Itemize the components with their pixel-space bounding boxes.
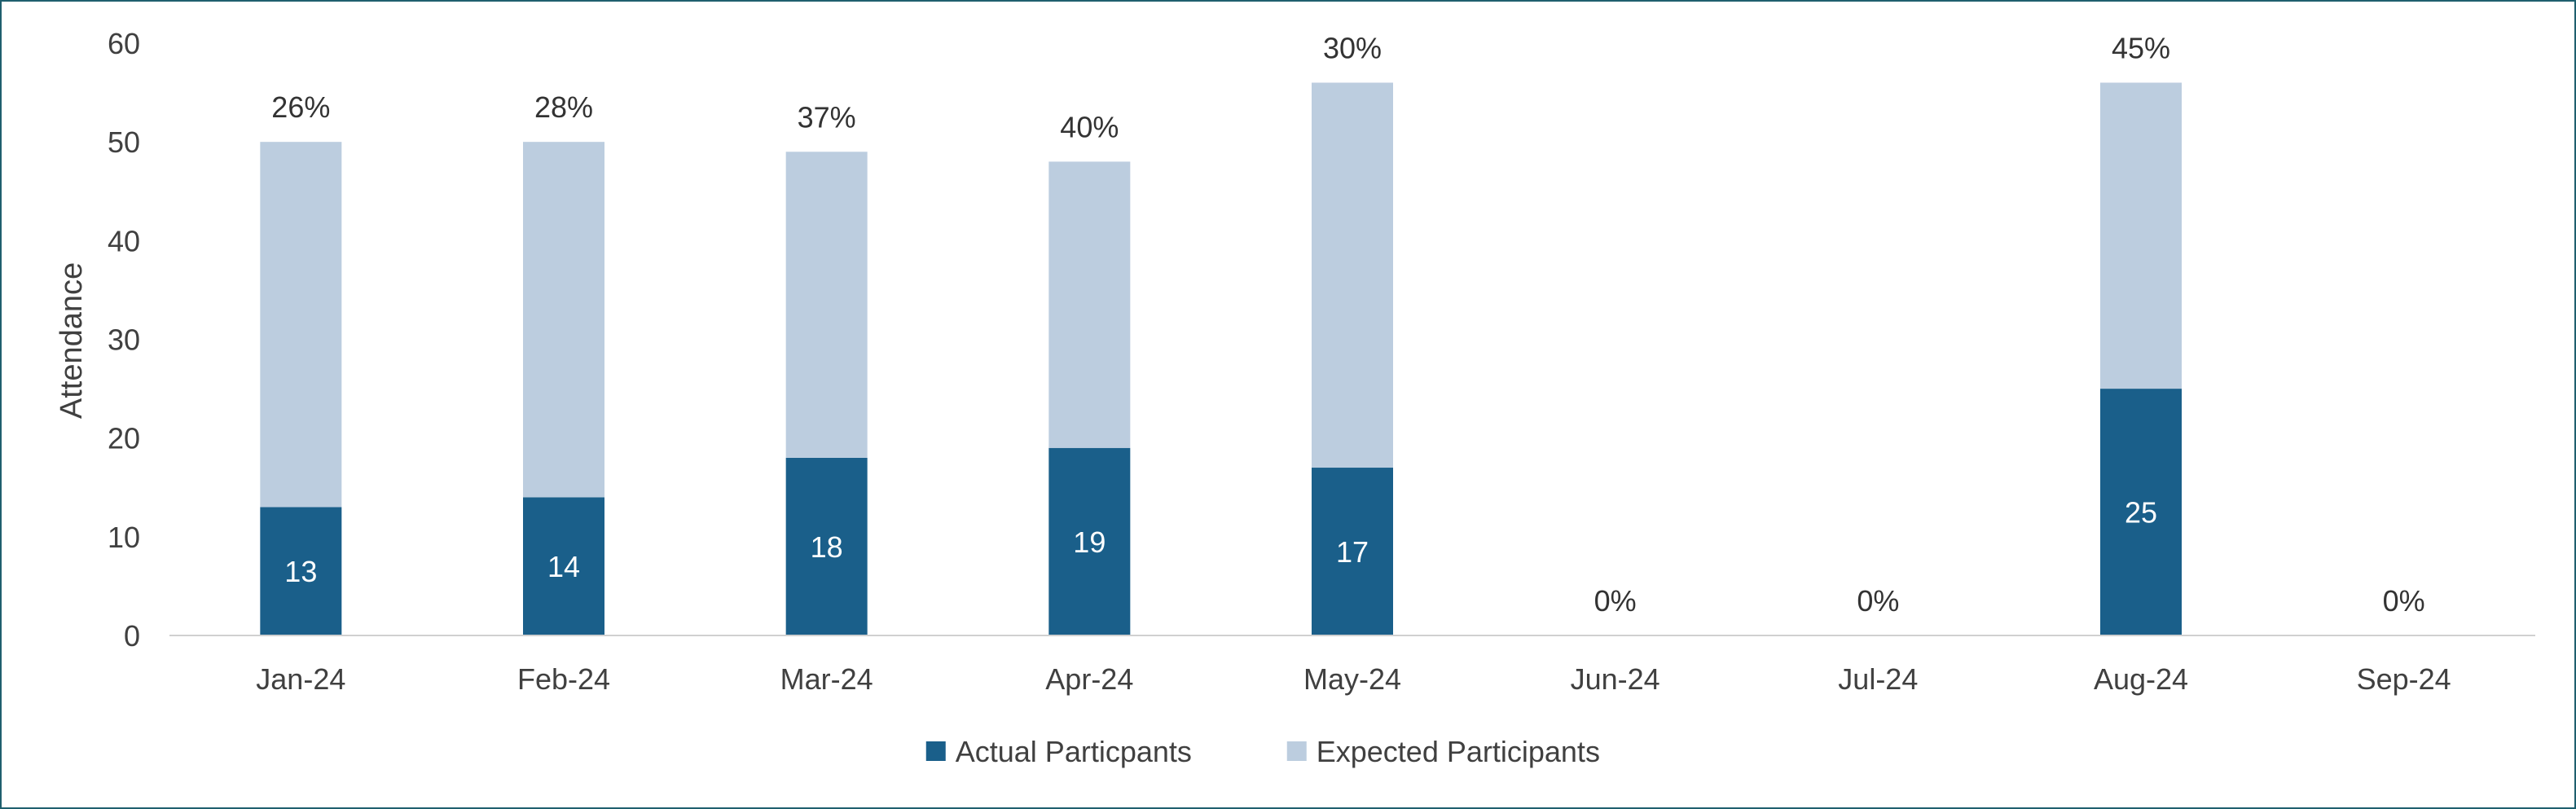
x-tick-label: Jul-24 <box>1838 662 1918 696</box>
legend-swatch <box>925 741 946 761</box>
y-axis-title: Attendance <box>55 262 89 419</box>
y-tick-label: 20 <box>108 422 140 455</box>
bar-expected-participants <box>1048 161 1131 448</box>
y-axis-ticks: 0 10 20 30 40 50 60 <box>108 27 140 653</box>
percent-label: 37% <box>798 100 856 134</box>
bar-actual-participants <box>1312 468 1393 635</box>
bar-expected-participants <box>2100 82 2182 389</box>
x-tick-label: Apr-24 <box>1045 662 1133 696</box>
bar-expected-participants <box>523 142 604 498</box>
percent-label: 0% <box>2383 584 2425 618</box>
percent-label: 0% <box>1857 584 1899 618</box>
x-axis-ticks: Jan-24 Feb-24 Mar-24 Apr-24 May-24 Jun-24 Jul-… <box>256 662 2451 696</box>
percent-label: 0% <box>1594 584 1637 618</box>
legend-swatch <box>1286 741 1307 761</box>
bar-actual-participants <box>1048 447 1131 635</box>
y-tick-label: 60 <box>108 27 140 60</box>
bar-value-label: 14 <box>547 550 580 583</box>
y-tick-label: 40 <box>108 224 140 257</box>
bar-actual-participants <box>2100 389 2182 635</box>
y-tick-label: 30 <box>108 323 140 357</box>
x-tick-label: Aug-24 <box>2094 662 2188 696</box>
bar-value-label: 17 <box>1336 535 1369 569</box>
bar-value-label: 18 <box>811 530 843 564</box>
bar-expected-participants <box>260 142 342 508</box>
y-tick-label: 0 <box>124 619 140 653</box>
y-axis-title-group: Attendance <box>55 262 89 419</box>
percent-label: 30% <box>1323 31 1382 64</box>
bar-actual-participants <box>260 507 342 635</box>
percent-label: 26% <box>271 90 330 124</box>
x-tick-label: Mar-24 <box>780 662 873 696</box>
x-tick-label: May-24 <box>1303 662 1401 696</box>
bars <box>260 82 2182 635</box>
bar-value-label: 19 <box>1073 525 1106 559</box>
y-tick-label: 50 <box>108 125 140 159</box>
bar-actual-participants <box>785 457 868 635</box>
x-tick-label: Jan-24 <box>256 662 345 696</box>
percent-labels: 26% 28% 37% 40% 30% 0% 0% 45% 0% <box>271 31 2424 618</box>
legend-label: Expected Participants <box>1317 735 1600 768</box>
x-tick-label: Jun-24 <box>1571 662 1660 696</box>
x-tick-label: Sep-24 <box>2357 662 2451 696</box>
percent-label: 28% <box>534 90 593 124</box>
x-tick-label: Feb-24 <box>517 662 610 696</box>
bar-value-label: 25 <box>2125 496 2157 530</box>
bar-actual-participants <box>523 497 604 635</box>
legend: Actual Particpants Expected Participants <box>925 735 1600 768</box>
y-tick-label: 10 <box>108 521 140 554</box>
percent-label: 40% <box>1060 110 1119 143</box>
bar-value-labels: 13 14 18 19 17 25 <box>284 496 2157 589</box>
bar-expected-participants <box>785 152 868 458</box>
bar-value-label: 13 <box>284 555 317 588</box>
legend-label: Actual Particpants <box>956 735 1192 768</box>
percent-label: 45% <box>2112 31 2170 64</box>
bar-expected-participants <box>1312 82 1393 468</box>
